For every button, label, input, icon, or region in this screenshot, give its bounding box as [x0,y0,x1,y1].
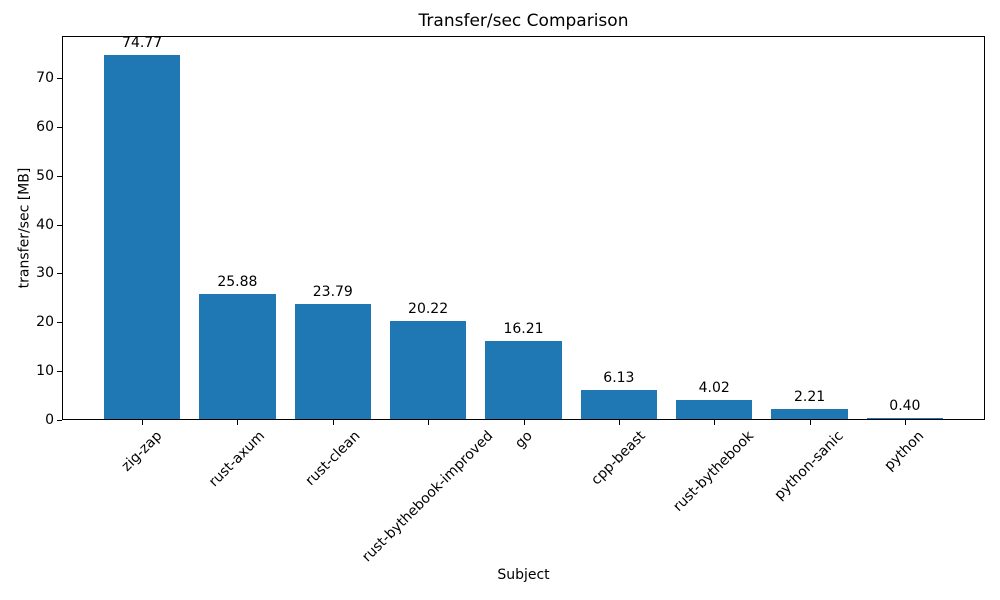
bar-value-label: 16.21 [503,321,544,337]
x-tick-mark [810,420,811,425]
y-tick-mark [57,78,62,79]
bar-value-label: 23.79 [312,284,353,300]
bar-rust-bythebook-improved [390,321,467,420]
bar-go [485,341,562,420]
y-tick-mark [57,127,62,128]
bar-zig-zap [104,55,181,420]
bar-cpp-beast [580,390,657,420]
bar-rust-axum [199,294,276,420]
x-tick-mark [524,420,525,425]
x-tick-mark [714,420,715,425]
y-tick-label: 40 [36,217,54,233]
x-axis-label: Subject [497,567,550,583]
x-tick-label: rust-bythebook [670,428,758,515]
bar-python-sanic [771,409,848,420]
x-tick-mark [905,420,906,425]
y-tick-label: 70 [36,70,54,86]
y-tick-mark [57,371,62,372]
bar-value-label: 6.13 [603,370,635,386]
x-tick-mark [333,420,334,425]
x-tick-label: rust-axum [205,428,269,491]
bar-value-label: 4.02 [698,380,730,396]
y-tick-mark [57,322,62,323]
x-tick-label: go [511,428,536,452]
x-tick-label: python-sanic [771,428,848,504]
y-tick-label: 10 [36,363,54,379]
y-tick-label: 20 [36,314,54,330]
bar-value-label: 74.77 [122,35,163,51]
x-tick-mark [619,420,620,425]
bar-value-label: 0.40 [889,398,921,414]
x-tick-label: zig-zap [118,428,166,475]
x-tick-label: rust-bythebook-improved [359,428,497,566]
bar-rust-clean [294,304,371,420]
bar-value-label: 20.22 [408,301,449,317]
y-tick-mark [57,420,62,421]
x-tick-mark [237,420,238,425]
x-tick-mark [142,420,143,425]
chart-title: Transfer/sec Comparison [418,11,629,31]
y-tick-label: 50 [36,168,54,184]
bar-value-label: 2.21 [794,389,826,405]
x-tick-label: python [881,428,928,474]
y-tick-mark [57,273,62,274]
y-tick-mark [57,176,62,177]
y-tick-label: 30 [36,265,54,281]
y-tick-label: 60 [36,119,54,135]
y-tick-label: 0 [45,412,54,428]
bar-value-label: 25.88 [217,274,258,290]
x-tick-mark [428,420,429,425]
bar-rust-bythebook [676,400,753,420]
x-tick-label: cpp-beast [588,428,649,489]
y-tick-mark [57,225,62,226]
x-tick-label: rust-clean [302,428,363,489]
